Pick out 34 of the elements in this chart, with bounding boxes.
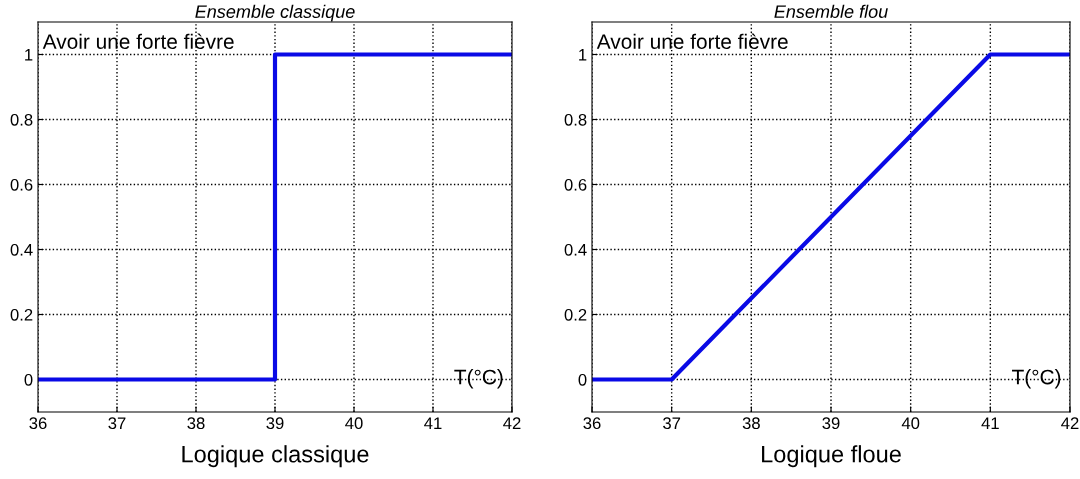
- x-tick-label: 39: [266, 417, 284, 430]
- x-tick-label: 42: [1061, 417, 1079, 429]
- chart-title: Ensemble classique: [195, 4, 355, 22]
- y-tick-label: 1: [579, 49, 587, 61]
- x-tick-label: 42: [503, 417, 521, 429]
- y-tick-label: 0.2: [564, 308, 587, 321]
- x-tick-label: 36: [29, 417, 47, 430]
- x-axis-title: T(°C): [1012, 369, 1061, 389]
- text: Logique classique: [182, 445, 369, 468]
- y-tick-label: 0.2: [10, 308, 33, 321]
- x-tick-label: 37: [663, 417, 681, 430]
- x-tick-label: 38: [187, 417, 205, 430]
- y-tick-label: 0: [24, 373, 33, 386]
- annotation: Avoir une forte fièvre: [596, 33, 788, 49]
- y-tick-label: 0.4: [10, 243, 33, 256]
- y-tick-label: 0.4: [564, 243, 587, 256]
- x-tick-label: 36: [583, 417, 601, 430]
- x-tick-label: 40: [345, 417, 363, 430]
- x-tick-label: 38: [742, 417, 760, 430]
- y-tick-label: 0.6: [564, 178, 587, 191]
- chart-title: Ensemble flou: [774, 4, 888, 19]
- y-tick-label: 0.8: [564, 113, 587, 126]
- x-axis-title: T(°C): [454, 369, 503, 389]
- x-tick-label: 41: [981, 417, 999, 429]
- text: Logique floue: [762, 445, 901, 468]
- x-tick-label: 37: [108, 417, 126, 430]
- y-tick-label: 0.8: [10, 113, 33, 126]
- y-tick-label: 0.6: [10, 178, 33, 191]
- annotation: Avoir une forte fièvre: [42, 33, 234, 49]
- x-tick-label: 39: [822, 417, 840, 430]
- y-tick-label: 1: [25, 49, 33, 61]
- y-tick-label: 0: [578, 373, 587, 386]
- x-tick-label: 40: [901, 417, 920, 430]
- x-tick-label: 41: [424, 417, 442, 429]
